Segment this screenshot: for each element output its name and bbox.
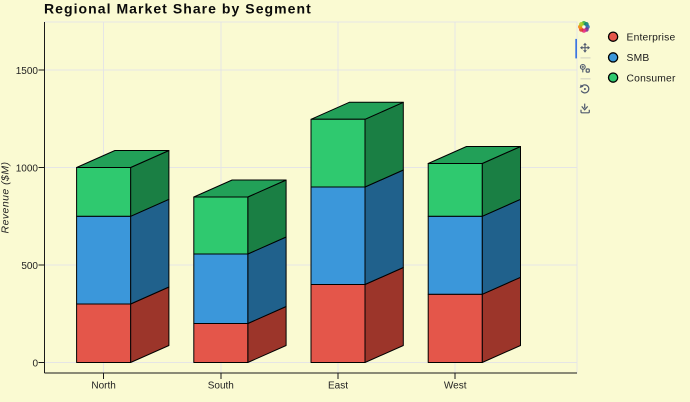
svg-text:East: East [328,381,348,392]
svg-text:Regional Market Share by Segme: Regional Market Share by Segment [44,1,312,17]
svg-text:Consumer: Consumer [627,73,676,84]
svg-text:SMB: SMB [627,53,650,64]
svg-text:West: West [444,381,467,392]
svg-text:500: 500 [21,261,38,272]
svg-text:1500: 1500 [16,66,39,77]
svg-text:0: 0 [32,359,38,370]
svg-text:Revenue ($M): Revenue ($M) [0,162,12,234]
svg-text:1000: 1000 [16,164,39,175]
svg-text:North: North [91,381,115,392]
svg-text:South: South [208,381,234,392]
svg-text:Enterprise: Enterprise [627,32,676,43]
